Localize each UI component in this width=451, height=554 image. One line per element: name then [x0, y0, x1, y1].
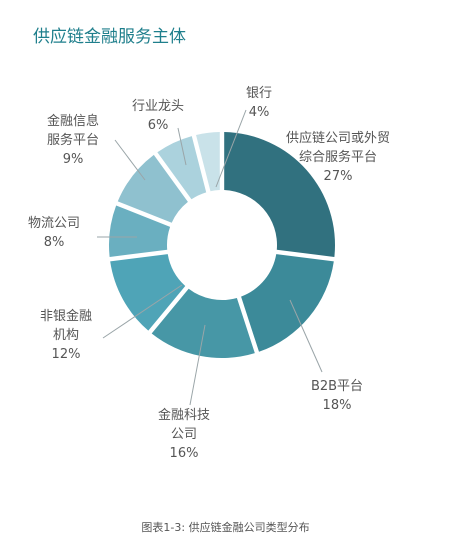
slice-percent-label: 8%: [44, 235, 65, 250]
donut-slice: [196, 132, 220, 192]
leader-line: [215, 109, 247, 188]
donut-slice: [151, 288, 255, 358]
slice-percent-label: 27%: [324, 169, 353, 184]
donut-slice: [157, 136, 207, 200]
slice-category-label: 金融科技: [158, 407, 210, 423]
leader-line: [289, 299, 323, 373]
slice-category-label: 供应链公司或外贸: [286, 130, 390, 146]
slice-percent-label: 4%: [249, 105, 270, 120]
slice-percent-label: 16%: [170, 446, 199, 461]
slice-category-label: B2B平台: [311, 379, 363, 394]
leader-line: [189, 324, 206, 406]
slice-percent-label: 12%: [52, 347, 81, 362]
figure-caption: 图表1-3: 供应链金融公司类型分布: [141, 521, 310, 534]
slice-category-label: 非银金融: [40, 308, 92, 324]
slice-percent-label: 6%: [148, 118, 169, 133]
leader-line: [114, 139, 146, 181]
slice-category-label: 综合服务平台: [299, 149, 377, 165]
donut-slice: [224, 132, 335, 257]
slice-category-label: 服务平台: [47, 132, 99, 148]
donut-slice: [110, 254, 186, 331]
slice-category-label: 机构: [53, 328, 79, 343]
donut-slice: [241, 254, 334, 352]
leader-line: [177, 127, 187, 166]
slice-category-label: 物流公司: [28, 216, 80, 231]
slice-category-label: 公司: [171, 427, 197, 442]
donut-slice: [117, 154, 188, 223]
chart-title: 供应链金融服务主体: [33, 27, 186, 47]
slice-category-label: 银行: [246, 86, 272, 101]
slice-percent-label: 18%: [323, 398, 352, 413]
leader-line: [102, 284, 183, 339]
slice-percent-label: 9%: [63, 152, 84, 167]
slice-category-label: 行业龙头: [132, 99, 184, 114]
slice-category-label: 金融信息: [47, 113, 99, 129]
donut-slice: [109, 205, 171, 257]
